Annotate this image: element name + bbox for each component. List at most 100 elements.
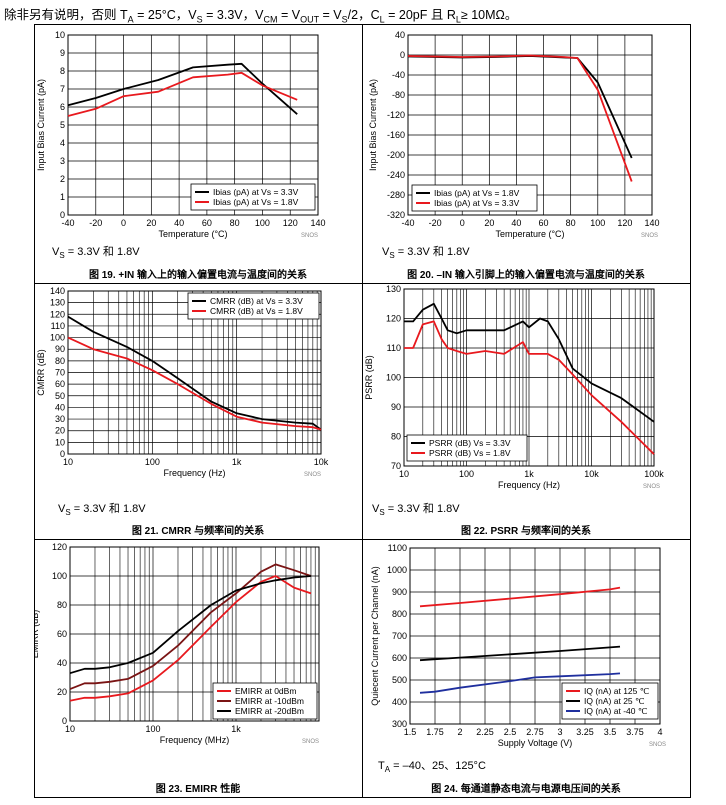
y-tick-label: 110 (387, 343, 401, 353)
y-tick-label: 5 (60, 120, 65, 130)
watermark: SNOS (643, 484, 660, 490)
plot-frame (403, 288, 655, 467)
x-tick-label: 0 (460, 218, 465, 228)
y-tick-label: 130 (386, 284, 401, 294)
y-tick-label: 130 (50, 298, 65, 308)
y-tick-label: 300 (392, 719, 407, 729)
x-tick-label: 1k (231, 724, 241, 734)
y-tick-label: 30 (55, 414, 65, 424)
legend-label: EMIRR at 0dBm (235, 686, 296, 696)
figure-caption: 图 23. EMIRR 性能 (155, 784, 241, 795)
condition-text: VS = 3.3V 和 1.8V (382, 246, 470, 261)
grid-line (362, 24, 363, 798)
grid-line (34, 24, 35, 798)
legend-label: Ibias (pA) at Vs = 1.8V (213, 197, 299, 207)
series-line-1 (67, 62, 298, 115)
y-tick-label: -160 (387, 130, 405, 140)
x-tick-label: 1.75 (426, 727, 444, 737)
y-tick-label: 100 (50, 333, 65, 343)
x-tick-label: -20 (429, 218, 442, 228)
x-tick-label: 2.25 (476, 727, 494, 737)
x-axis-title: Temperature (°C) (495, 229, 564, 239)
series-line-2 (419, 645, 621, 662)
legend-label: IQ (nA) at 125 ℃ (584, 686, 650, 696)
x-tick-label: 2.75 (526, 727, 544, 737)
x-tick-label: 3 (557, 727, 562, 737)
y-tick-label: 1 (60, 192, 65, 202)
x-tick-label: 3.75 (626, 727, 644, 737)
x-axis-title: Supply Voltage (V) (498, 738, 573, 748)
y-tick-label: 0 (60, 210, 65, 220)
plot-frame (67, 34, 319, 216)
y-tick-label: 7 (60, 84, 65, 94)
x-tick-label: 10k (584, 469, 599, 479)
y-tick-label: -200 (387, 150, 405, 160)
x-tick-label: 10 (63, 457, 73, 467)
y-tick-label: 0 (60, 449, 65, 459)
y-tick-label: 100 (386, 373, 401, 383)
series-line-2 (407, 54, 633, 182)
y-tick-label: 10 (55, 30, 65, 40)
grid-line (690, 24, 691, 798)
x-tick-label: 1k (232, 457, 242, 467)
x-axis-title: Frequency (Hz) (498, 480, 560, 490)
y-tick-label: 0 (62, 716, 67, 726)
series-line-1 (404, 302, 655, 423)
y-tick-label: 3 (60, 156, 65, 166)
x-tick-label: -40 (401, 218, 414, 228)
series-line-1 (407, 55, 633, 159)
figure-20-chart: -40 -20 0 20 40 60 80 100 120 140-320-280-240-200… (368, 30, 660, 239)
figure-22-chart: 10 100 1k 10k 100k 70 80 90 100 110 120 130 Frequenc… (364, 284, 664, 490)
x-tick-label: 120 (283, 218, 298, 228)
y-tick-label: 2 (60, 174, 65, 184)
legend-label: Ibias (pA) at Vs = 3.3V (213, 187, 299, 197)
watermark: SNOS (302, 739, 319, 745)
y-tick-label: 1100 (388, 543, 407, 553)
y-tick-label: 90 (391, 402, 401, 412)
y-tick-label: 6 (60, 102, 65, 112)
legend-box (411, 184, 538, 212)
y-tick-label: 120 (386, 314, 401, 324)
y-tick-label: 40 (57, 658, 67, 668)
x-tick-label: -20 (89, 218, 102, 228)
legend-label: EMIRR at -10dBm (235, 696, 304, 706)
y-tick-label: 40 (55, 402, 65, 412)
legend-label: PSRR (dB) Vs = 1.8V (429, 448, 511, 458)
y-tick-label: -320 (387, 210, 405, 220)
figure-19-chart: -40 -20 0 20 40 60 80 100 120 140 0 1 2 3 4 5 6 7 8 9 10 Temp… (36, 30, 326, 239)
condition-text: VS = 3.3V 和 1.8V (52, 246, 140, 261)
figure-21-chart: 10 100 1k 10k010203040506070809010011012013… (36, 286, 329, 478)
y-tick-label: 8 (60, 66, 65, 76)
x-tick-label: 100 (255, 218, 270, 228)
series-line-1 (69, 575, 312, 702)
plot-frame (69, 546, 320, 722)
y-axis-title: CMRR (dB) (36, 349, 46, 396)
y-axis-title: Input Bias Current (pA) (368, 79, 378, 171)
watermark: SNOS (649, 742, 666, 748)
figure-caption: 图 24. 每通道静态电流与电源电压间的关系 (431, 784, 621, 795)
legend-box (187, 292, 320, 320)
legend-box (190, 183, 316, 211)
y-tick-label: 80 (57, 600, 67, 610)
figure-23-chart: 10 100 1k 0 20 40 60 80 100 120 Frequency (MHz) EMI… (34, 542, 320, 745)
watermark: SNOS (641, 233, 658, 239)
series-line-1 (419, 586, 621, 608)
y-tick-label: 1000 (387, 565, 407, 575)
x-tick-label: 60 (539, 218, 549, 228)
series-line-3 (69, 575, 312, 675)
y-tick-label: 20 (57, 687, 67, 697)
series-line-2 (67, 336, 322, 431)
y-tick-label: 400 (392, 697, 407, 707)
series-line-2 (404, 320, 655, 455)
condition-text: TA = –40、25、125°C (378, 760, 486, 775)
watermark: SNOS (304, 472, 321, 478)
y-tick-label: 50 (55, 391, 65, 401)
watermark: SNOS (301, 233, 318, 239)
x-tick-label: 140 (310, 218, 325, 228)
legend-label: CMRR (dB) at Vs = 1.8V (210, 306, 303, 316)
y-tick-label: 60 (55, 379, 65, 389)
figure-caption: 图 19. +IN 输入上的输入偏置电流与温度间的关系 (88, 270, 308, 281)
legend-label: IQ (nA) at -40 ℃ (584, 706, 648, 716)
condition-text: VS = 3.3V 和 1.8V (372, 503, 460, 518)
x-tick-label: 40 (174, 218, 184, 228)
